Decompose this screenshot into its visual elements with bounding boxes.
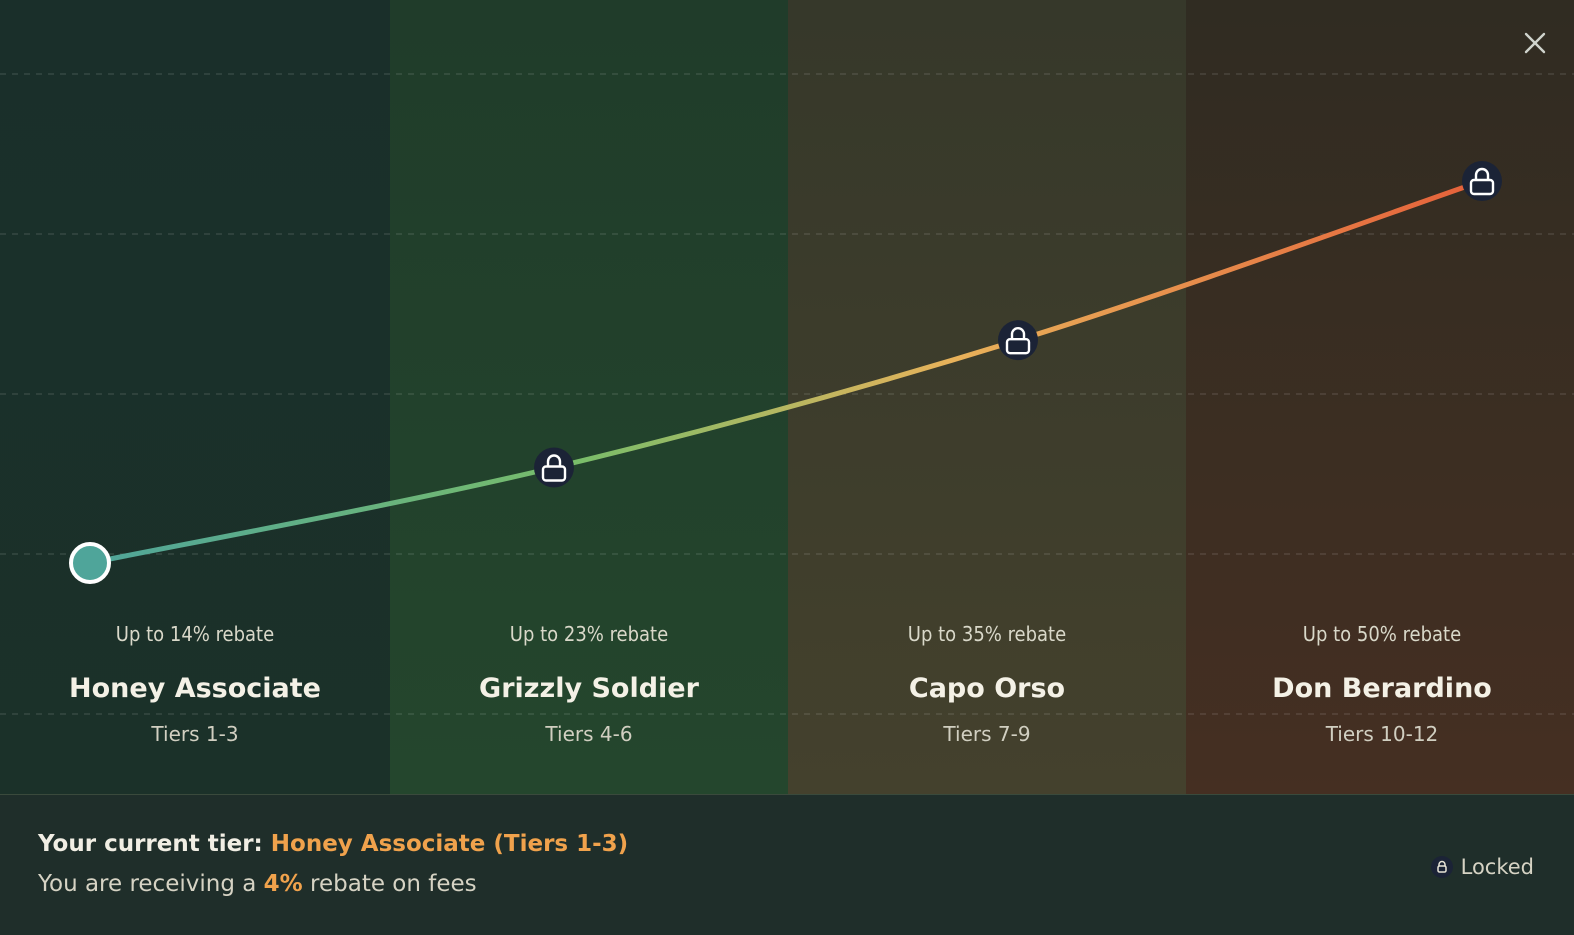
- tier-band-2: [390, 0, 788, 794]
- tier-range: Tiers 7-9: [943, 722, 1031, 746]
- tier-rebate-label: Up to 35% rebate: [907, 622, 1067, 646]
- tier-name: Don Berardino: [1272, 673, 1492, 704]
- lock-icon: [1462, 161, 1502, 201]
- current-tier-marker: [69, 542, 111, 584]
- tier-band-3: [788, 0, 1186, 794]
- current-tier-footer: Your current tier: Honey Associate (Tier…: [0, 794, 1574, 935]
- tier-column-3: Up to 35% rebate Capo Orso Tiers 7-9: [797, 620, 1177, 748]
- tier-rebate-label: Up to 23% rebate: [509, 622, 669, 646]
- tier-band-4: [1186, 0, 1574, 794]
- tier-range: Tiers 1-3: [151, 722, 239, 746]
- current-tier-label: Your current tier:: [38, 831, 271, 857]
- tier-chart-area: Up to 14% rebate Honey Associate Tiers 1…: [0, 0, 1574, 794]
- close-button[interactable]: [1520, 28, 1550, 58]
- tier-name: Grizzly Soldier: [479, 673, 699, 704]
- lock-icon: [998, 320, 1038, 361]
- close-icon: [1524, 32, 1546, 54]
- current-tier-value: Honey Associate (Tiers 1-3): [270, 831, 629, 857]
- tier-band-1: [0, 0, 390, 794]
- tier-name: Capo Orso: [908, 673, 1066, 704]
- tier-column-4: Up to 50% rebate Don Berardino Tiers 10-…: [1192, 620, 1572, 748]
- lock-icon: [1430, 856, 1453, 878]
- locked-label: Locked: [1460, 855, 1534, 879]
- tier-rebate-label: Up to 14% rebate: [115, 622, 275, 646]
- tier-name: Honey Associate: [69, 673, 321, 704]
- tier-markers: [69, 161, 1502, 584]
- grid-lines: [0, 73, 1574, 715]
- tier-rebate-label: Up to 50% rebate: [1302, 622, 1462, 646]
- lock-icon: [534, 447, 574, 488]
- tier-column-1: Up to 14% rebate Honey Associate Tiers 1…: [5, 620, 385, 748]
- rebate-receiving-line: You are receiving a 4% rebate on fees: [38, 871, 477, 897]
- rebate-chart: [0, 73, 1574, 715]
- receiving-suffix: rebate on fees: [302, 871, 477, 897]
- locked-status: Locked: [1430, 855, 1534, 879]
- tier-column-2: Up to 23% rebate Grizzly Soldier Tiers 4…: [399, 620, 779, 748]
- tier-range: Tiers 4-6: [545, 722, 633, 746]
- current-tier-line: Your current tier: Honey Associate (Tier…: [38, 831, 628, 857]
- rebate-series-line: [87, 178, 1485, 566]
- tier-range: Tiers 10-12: [1325, 722, 1439, 746]
- receiving-rebate-value: 4%: [263, 871, 303, 897]
- receiving-prefix: You are receiving a: [38, 871, 264, 897]
